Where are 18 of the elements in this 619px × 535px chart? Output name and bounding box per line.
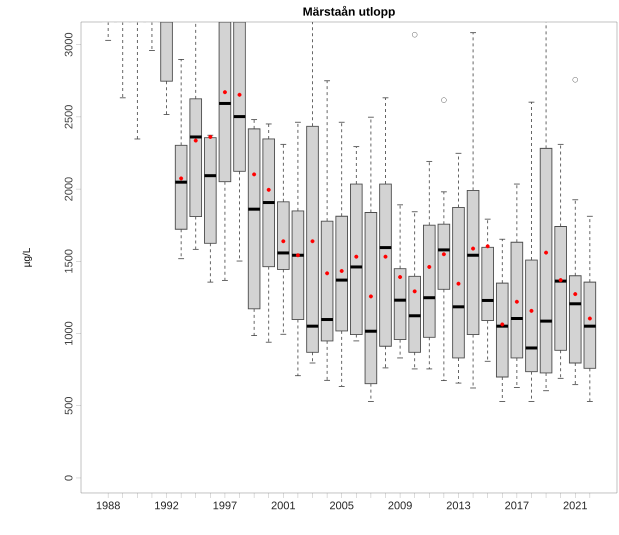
y-tick-label: 1500	[64, 250, 72, 273]
x-tick-label: 1988	[96, 502, 120, 510]
y-tick-label: 2500	[64, 105, 72, 129]
x-tick-label: 2005	[330, 502, 354, 510]
x-tick-label: 2021	[564, 502, 587, 510]
y-tick-label: 2000	[64, 177, 72, 201]
y-axis-title: µg/L	[22, 248, 32, 267]
y-tick-label: 0	[64, 475, 72, 481]
y-tick-label: 3000	[64, 32, 72, 56]
x-tick-label: 2001	[272, 502, 296, 510]
x-tick-label: 1997	[214, 502, 237, 510]
y-tick-label: 1000	[64, 322, 72, 345]
x-tick-label: 2017	[505, 502, 529, 510]
x-tick-label: 2009	[388, 502, 412, 510]
x-tick-label: 2013	[446, 502, 470, 510]
chart-title: Märstaån utlopp	[303, 6, 395, 18]
y-tick-label: 500	[64, 397, 72, 414]
x-tick-label: 1992	[155, 502, 178, 510]
